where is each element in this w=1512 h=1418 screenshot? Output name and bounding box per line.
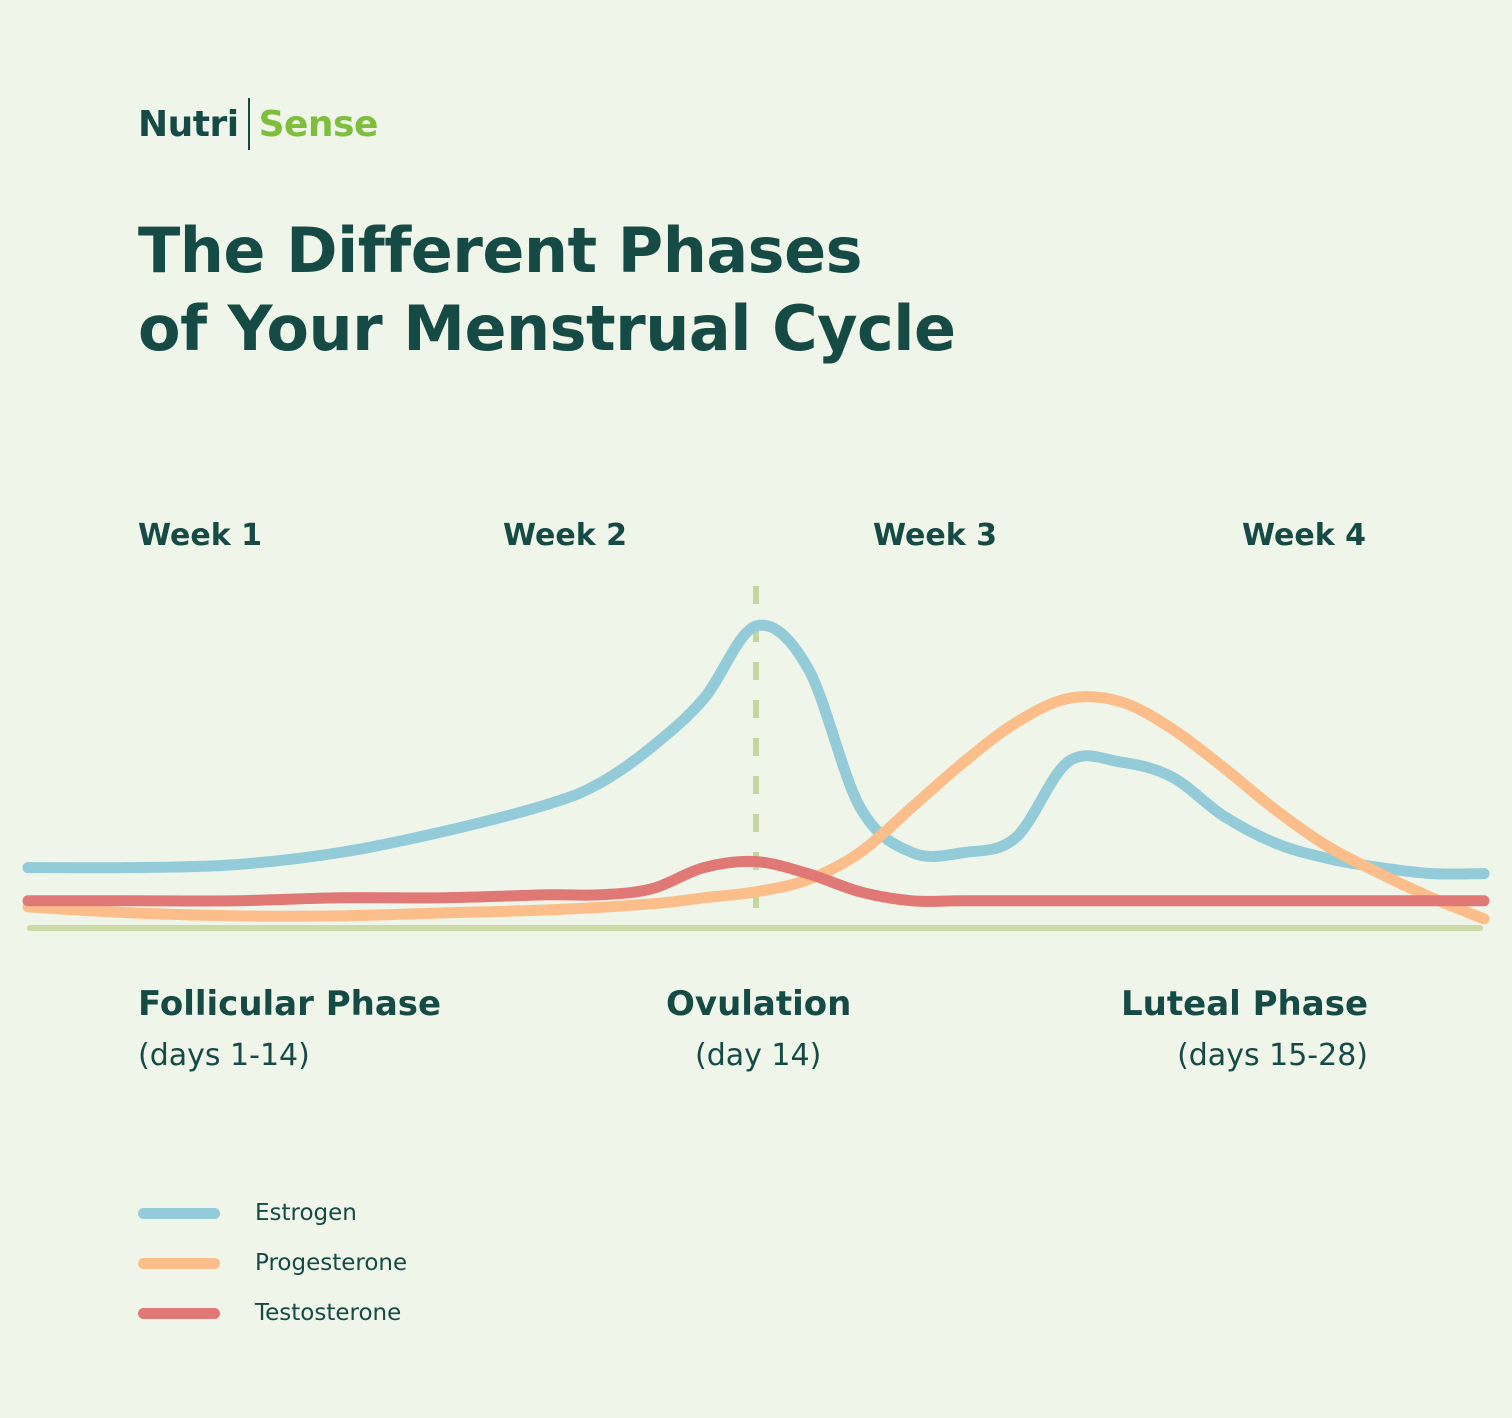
brand-logo: Nutri Sense xyxy=(138,96,378,152)
title-line-2: of Your Menstrual Cycle xyxy=(138,292,956,365)
series-line-estrogen xyxy=(22,619,1490,880)
logo-sense-text: Sense xyxy=(258,103,379,145)
week-3-label: Week 3 xyxy=(873,518,997,553)
luteal-phase-days: (days 15-28) xyxy=(1177,1038,1368,1073)
series-line-testosterone xyxy=(22,855,1490,907)
page-title: The Different Phases of Your Menstrual C… xyxy=(138,212,1138,368)
legend-label-testosterone: Testosterone xyxy=(255,1300,402,1326)
legend-item-progesterone: Progesterone xyxy=(138,1238,407,1288)
legend-swatch-testosterone xyxy=(138,1307,220,1319)
series-layer xyxy=(22,619,1490,925)
legend-swatch-estrogen xyxy=(138,1207,220,1219)
follicular-phase-label: Follicular Phase xyxy=(138,984,442,1024)
week-4-label: Week 4 xyxy=(1242,518,1366,553)
legend-item-testosterone: Testosterone xyxy=(138,1288,407,1338)
title-line-1: The Different Phases xyxy=(138,214,863,287)
legend-label-progesterone: Progesterone xyxy=(255,1250,408,1276)
legend-item-estrogen: Estrogen xyxy=(138,1188,407,1238)
week-1-label: Week 1 xyxy=(138,518,262,553)
week-2-label: Week 2 xyxy=(503,518,627,553)
ovulation-label: Ovulation xyxy=(666,984,852,1024)
chart-legend: Estrogen Progesterone Testosterone xyxy=(138,1188,407,1338)
hormone-chart xyxy=(22,586,1490,931)
logo-divider xyxy=(247,98,250,150)
series-line-progesterone xyxy=(22,691,1490,925)
ovulation-days: (day 14) xyxy=(695,1038,822,1073)
luteal-phase-label: Luteal Phase xyxy=(1121,984,1368,1024)
legend-label-estrogen: Estrogen xyxy=(255,1200,357,1226)
legend-swatch-progesterone xyxy=(138,1257,220,1269)
follicular-phase-days: (days 1-14) xyxy=(138,1038,310,1073)
logo-nutri-text: Nutri xyxy=(138,103,239,145)
